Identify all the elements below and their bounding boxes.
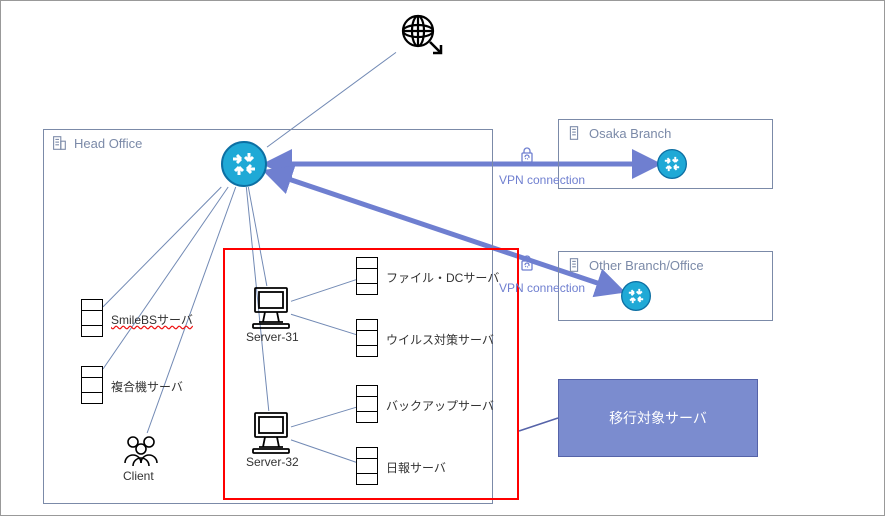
node-backup-label: バックアップサーバ	[386, 397, 494, 414]
node-mfp	[81, 366, 103, 404]
callout-text: 移行対象サーバ	[609, 408, 707, 428]
rack-icon	[81, 299, 103, 337]
node-nippo	[356, 447, 378, 485]
node-smilebs-label: SmileBSサーバ	[111, 311, 193, 328]
node-smilebs	[81, 299, 103, 337]
pc-icon	[251, 286, 291, 330]
node-other_router	[621, 281, 651, 314]
rack-icon	[356, 257, 378, 295]
node-client	[121, 433, 161, 470]
node-virus	[356, 319, 378, 357]
node-osaka_router	[657, 149, 687, 182]
node-core_router	[221, 141, 267, 190]
building-icon	[565, 124, 583, 142]
group-other-label: Other Branch/Office	[589, 258, 704, 273]
globe-icon	[396, 9, 446, 59]
node-virus-label: ウイルス対策サーバ	[386, 331, 494, 348]
router-icon	[221, 141, 267, 187]
node-backup	[356, 385, 378, 423]
node-server32-label: Server-32	[246, 455, 299, 469]
callout-migration-target: 移行対象サーバ	[558, 379, 758, 457]
pc-icon	[251, 411, 291, 455]
node-client-label: Client	[123, 469, 154, 483]
router-sm-icon	[657, 149, 687, 179]
rack-icon	[356, 385, 378, 423]
vpn-label: VPN connection	[499, 281, 585, 295]
node-file_dc-label: ファイル・DCサーバ	[386, 269, 499, 286]
node-file_dc	[356, 257, 378, 295]
vpn-label: VPN connection	[499, 173, 585, 187]
node-server31	[251, 286, 291, 333]
group-other-branch: Other Branch/Office	[558, 251, 773, 321]
node-server32	[251, 411, 291, 458]
rack-icon	[356, 319, 378, 357]
rack-icon	[81, 366, 103, 404]
lock-icon	[520, 254, 534, 272]
node-internet	[396, 9, 446, 62]
rack-icon	[356, 447, 378, 485]
lock-icon	[520, 146, 534, 164]
node-nippo-label: 日報サーバ	[386, 459, 446, 476]
building-icon	[50, 134, 68, 152]
node-server31-label: Server-31	[246, 330, 299, 344]
group-osaka-label: Osaka Branch	[589, 126, 671, 141]
node-mfp-label: 複合機サーバ	[111, 378, 183, 395]
users-icon	[121, 433, 161, 467]
router-sm-icon	[621, 281, 651, 311]
building-icon	[565, 256, 583, 274]
group-head-office-label: Head Office	[74, 136, 142, 151]
